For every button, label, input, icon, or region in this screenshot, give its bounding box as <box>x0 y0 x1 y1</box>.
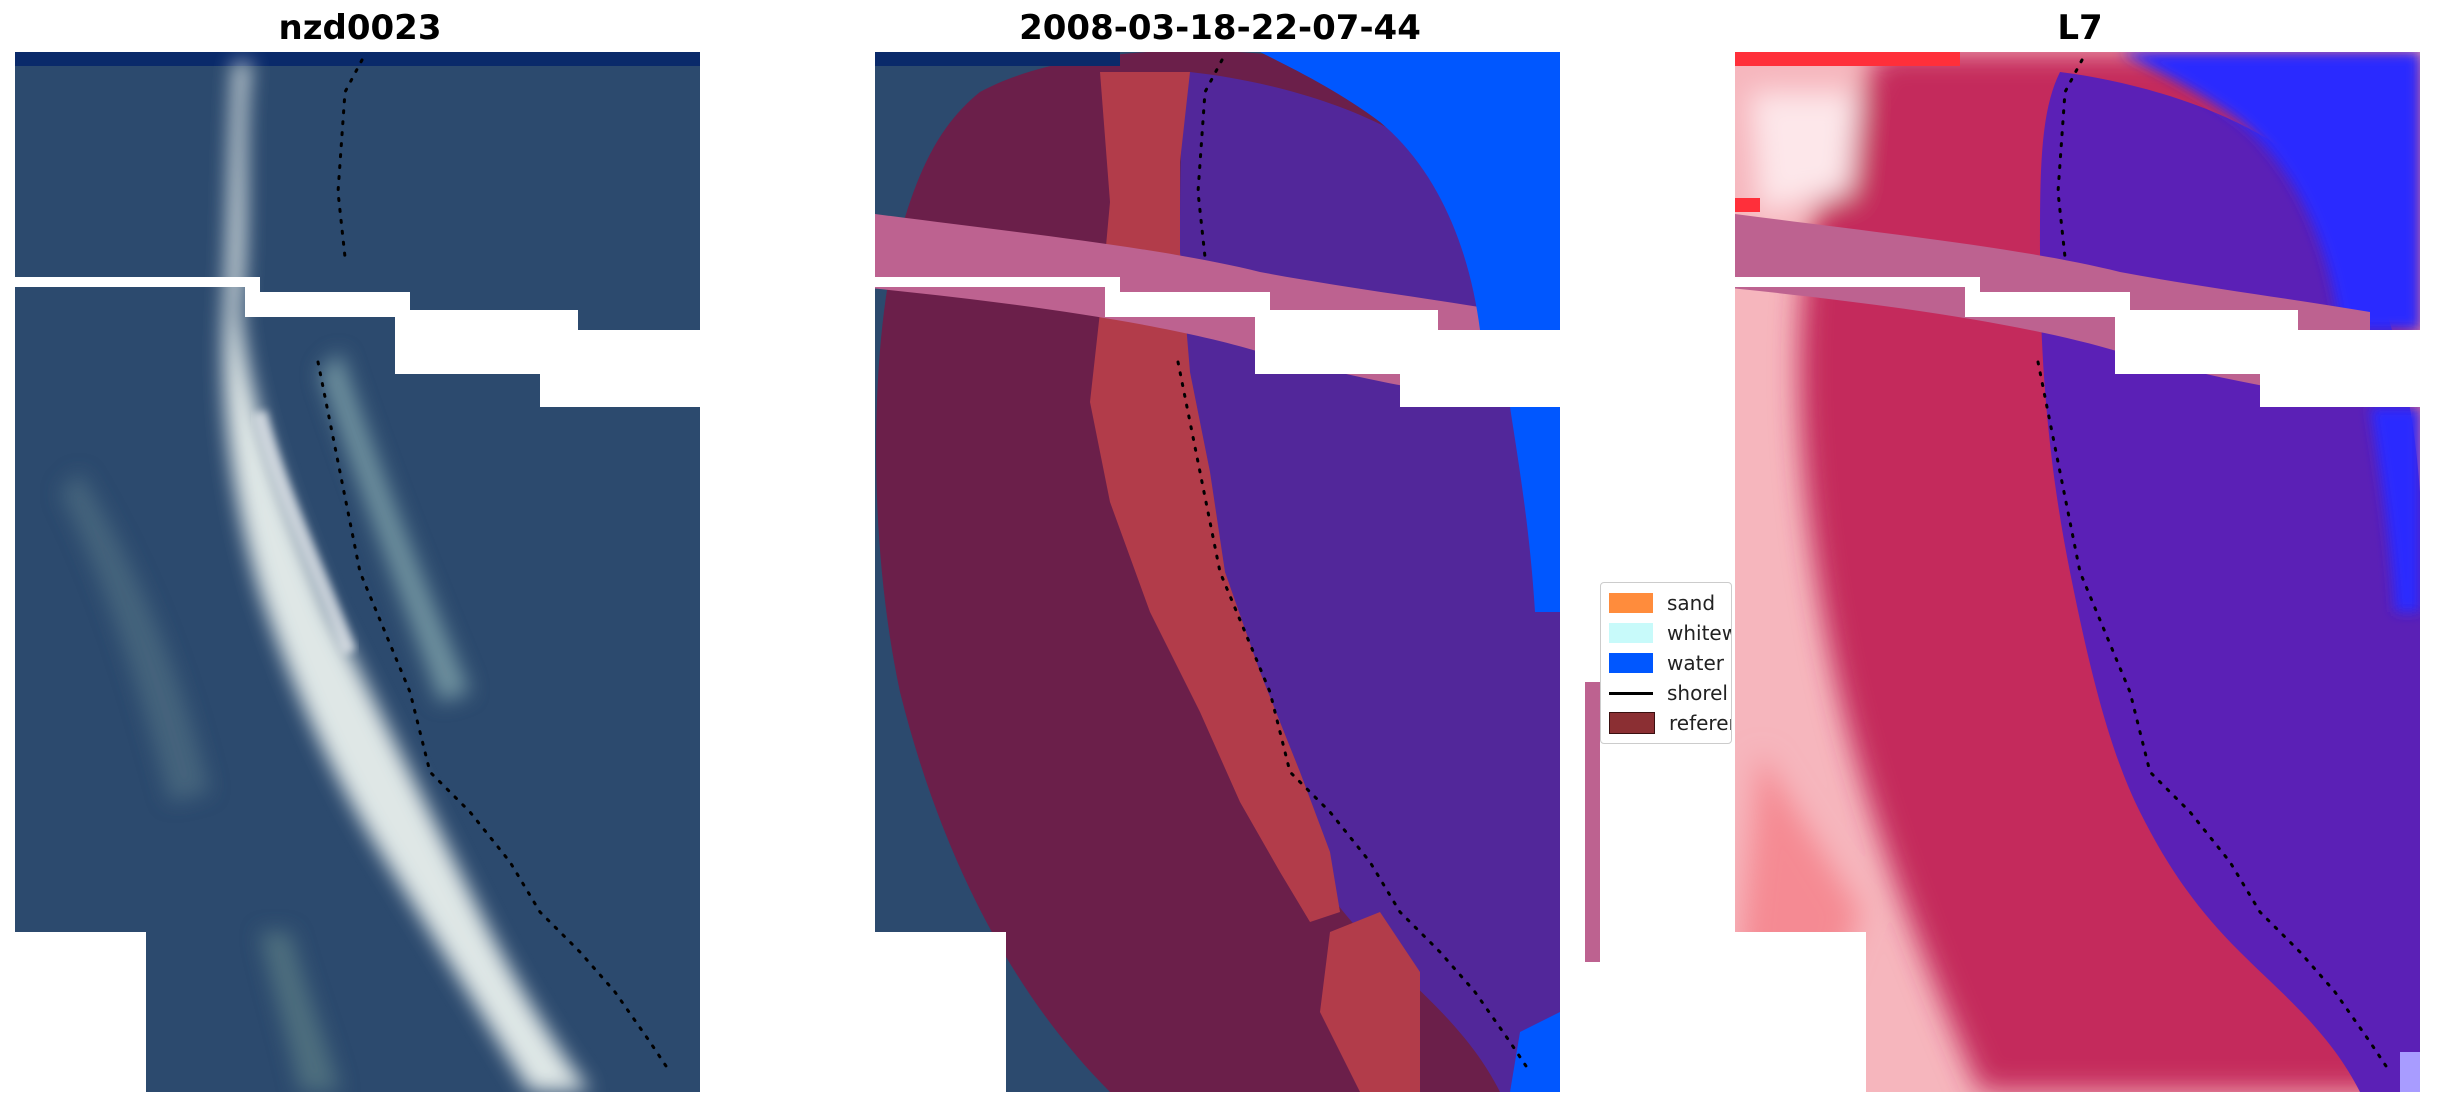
rgb-satellite-image <box>15 52 700 1092</box>
classified-image <box>875 52 1600 1092</box>
legend-swatch-whitewater <box>1609 623 1653 643</box>
shoreline-dotted-classified <box>1176 58 1532 1074</box>
l7-index-image <box>1735 52 2420 1092</box>
legend: sand whitew water shorel referer <box>1600 582 1732 744</box>
legend-swatch-reference <box>1609 712 1655 734</box>
panel-title-l7: L7 <box>2057 8 2103 48</box>
legend-swatch-water <box>1609 653 1653 673</box>
legend-item-sand: sand <box>1609 591 1715 615</box>
legend-swatch-sand <box>1609 593 1653 613</box>
legend-item-water: water <box>1609 651 1724 675</box>
shoreline-dotted-l7 <box>2036 58 2392 1074</box>
panel-title-classified: 2008-03-18-22-07-44 <box>1019 8 1421 48</box>
legend-item-whitewater: whitew <box>1609 621 1731 645</box>
legend-swatch-shoreline <box>1609 691 1653 695</box>
shoreline-dotted <box>316 58 672 1074</box>
panel-title-rgb: nzd0023 <box>278 8 442 48</box>
legend-item-reference: referer <box>1609 711 1731 735</box>
legend-item-shoreline: shorel <box>1609 681 1728 705</box>
